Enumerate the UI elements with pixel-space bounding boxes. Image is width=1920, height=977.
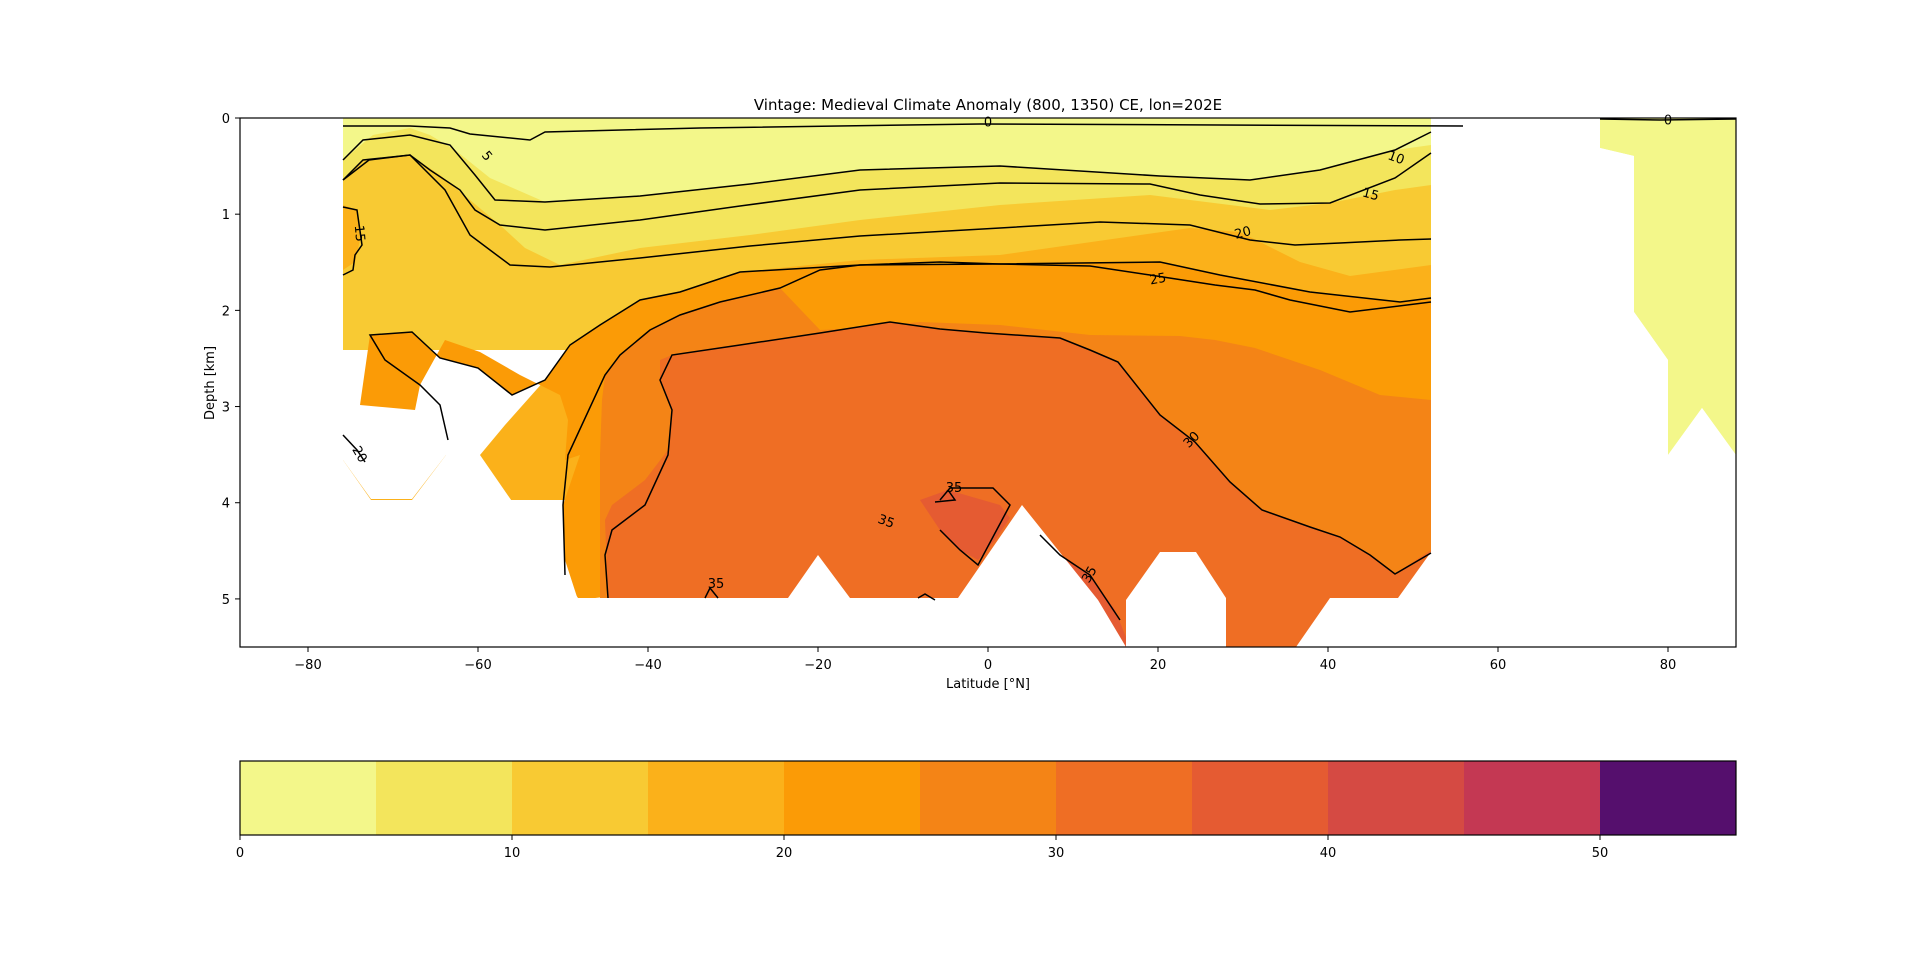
contour-label: 0 [984, 115, 992, 130]
colorbar-segment [648, 761, 785, 835]
contour-label: 20 [348, 444, 369, 466]
colorbar-segment [1056, 761, 1193, 835]
y-axis-label: Depth [km] [203, 346, 218, 420]
contour-label: 20 [1233, 224, 1253, 243]
y-tick-label: 1 [222, 208, 230, 223]
x-tick-label: −80 [294, 658, 321, 673]
x-tick-label: 0 [984, 658, 992, 673]
colorbar-segment [1464, 761, 1601, 835]
contour-line-35-b [939, 487, 1011, 567]
colorbar-segment [240, 761, 377, 835]
contour-label: 15 [1361, 186, 1381, 205]
colorbar-segment [784, 761, 921, 835]
colorbar-tick-label: 10 [504, 846, 521, 861]
contour-label: 35 [1079, 564, 1100, 586]
contour-line-15-b [342, 154, 1432, 268]
contour-line-35-a [934, 489, 957, 503]
x-tick-label: 80 [1660, 658, 1677, 673]
x-tick-label: −60 [464, 658, 491, 673]
colorbar: 0 10 20 30 40 50 [236, 760, 1737, 861]
contour-label: 15 [351, 225, 367, 243]
contour-line-30 [604, 321, 1432, 599]
colorbar-segment [1328, 761, 1465, 835]
colorbar-tick-label: 40 [1320, 846, 1337, 861]
contour-line-25 [562, 261, 1432, 576]
y-tick-label: 2 [222, 304, 230, 319]
x-axis: −80 −60 −40 −20 0 20 40 60 80 [294, 647, 1676, 673]
chart-title: Vintage: Medieval Climate Anomaly (800, … [754, 96, 1222, 114]
contour-line-20 [342, 434, 366, 463]
x-tick-label: 20 [1150, 658, 1167, 673]
contour-line-35-c [1039, 534, 1121, 621]
gap-mask [1431, 118, 1736, 647]
colorbar-ticks: 0 10 20 30 40 50 [236, 835, 1608, 861]
contour-label: 35 [946, 481, 963, 496]
colorbar-tick-label: 0 [236, 846, 244, 861]
contour-label: 10 [1386, 149, 1407, 169]
contour-line-15 [342, 206, 363, 276]
x-tick-label: −20 [804, 658, 831, 673]
contour-line-20-b [368, 261, 1432, 441]
y-tick-label: 0 [222, 112, 230, 127]
colorbar-segments [240, 761, 1737, 835]
contour-line-35-d [704, 586, 719, 599]
colorbar-tick-label: 30 [1048, 846, 1065, 861]
contour-label: 25 [1149, 271, 1168, 289]
contour-label: 35 [708, 577, 725, 592]
colorbar-tick-label: 20 [776, 846, 793, 861]
colorbar-segment [376, 761, 513, 835]
y-tick-label: 3 [222, 401, 230, 416]
colorbar-segment [1600, 761, 1737, 835]
contour-label: 0 [1664, 113, 1672, 128]
contour-line-35-e [917, 593, 936, 601]
colorbar-tick-label: 50 [1592, 846, 1609, 861]
contour-lines [342, 118, 1736, 621]
x-tick-label: 40 [1320, 658, 1337, 673]
seafloor-mask [240, 118, 1463, 647]
contour-label: 35 [876, 512, 897, 532]
y-axis: 0 1 2 3 4 5 [222, 112, 240, 608]
y-tick-label: 4 [222, 497, 230, 512]
colorbar-segment [920, 761, 1057, 835]
contour-line-10 [342, 152, 1432, 231]
filled-contours [240, 118, 1736, 647]
x-axis-label: Latitude [°N] [946, 677, 1030, 692]
contour-band-35-40 [920, 490, 1010, 560]
x-tick-label: −40 [634, 658, 661, 673]
contour-line-5 [342, 131, 1432, 203]
x-tick-label: 60 [1490, 658, 1507, 673]
contour-line-0 [343, 123, 1464, 141]
contour-line-0-north [1599, 118, 1736, 121]
y-tick-label: 5 [222, 593, 230, 608]
colorbar-segment [1192, 761, 1329, 835]
colorbar-frame [239, 760, 1737, 836]
colorbar-segment [512, 761, 649, 835]
